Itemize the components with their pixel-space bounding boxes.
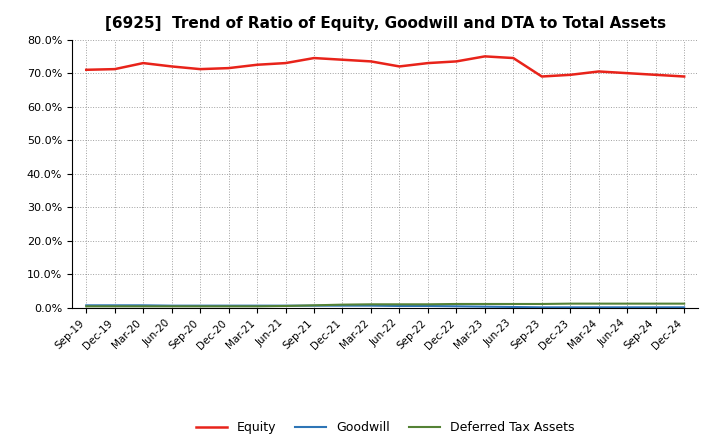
Goodwill: [139, 303, 148, 308]
Title: [6925]  Trend of Ratio of Equity, Goodwill and DTA to Total Assets: [6925] Trend of Ratio of Equity, Goodwil…: [104, 16, 666, 32]
Equity: [82, 67, 91, 73]
Goodwill: [509, 304, 518, 310]
Deferred Tax Assets: [395, 302, 404, 307]
Deferred Tax Assets: [253, 304, 261, 309]
Deferred Tax Assets: [595, 301, 603, 306]
Goodwill: [338, 303, 347, 308]
Goodwill: [395, 303, 404, 308]
Equity: [623, 70, 631, 76]
Deferred Tax Assets: [282, 303, 290, 308]
Equity: [167, 64, 176, 69]
Goodwill: [537, 304, 546, 310]
Equity: [395, 64, 404, 69]
Deferred Tax Assets: [196, 304, 204, 309]
Deferred Tax Assets: [139, 304, 148, 309]
Equity: [423, 60, 432, 66]
Legend: Equity, Goodwill, Deferred Tax Assets: Equity, Goodwill, Deferred Tax Assets: [191, 416, 580, 439]
Line: Deferred Tax Assets: Deferred Tax Assets: [86, 304, 684, 306]
Equity: [509, 55, 518, 61]
Goodwill: [225, 303, 233, 308]
Goodwill: [680, 304, 688, 310]
Equity: [480, 54, 489, 59]
Goodwill: [566, 304, 575, 310]
Equity: [196, 66, 204, 72]
Equity: [110, 66, 119, 72]
Deferred Tax Assets: [110, 304, 119, 309]
Deferred Tax Assets: [310, 303, 318, 308]
Deferred Tax Assets: [566, 301, 575, 306]
Deferred Tax Assets: [623, 301, 631, 306]
Deferred Tax Assets: [82, 304, 91, 309]
Deferred Tax Assets: [537, 301, 546, 307]
Goodwill: [623, 304, 631, 310]
Deferred Tax Assets: [366, 302, 375, 307]
Equity: [680, 74, 688, 79]
Goodwill: [452, 304, 461, 309]
Equity: [139, 60, 148, 66]
Goodwill: [167, 303, 176, 308]
Equity: [253, 62, 261, 67]
Equity: [452, 59, 461, 64]
Deferred Tax Assets: [509, 301, 518, 307]
Equity: [366, 59, 375, 64]
Line: Equity: Equity: [86, 56, 684, 77]
Equity: [652, 72, 660, 77]
Equity: [310, 55, 318, 61]
Equity: [225, 66, 233, 71]
Equity: [537, 74, 546, 79]
Goodwill: [282, 303, 290, 308]
Goodwill: [196, 303, 204, 308]
Equity: [566, 72, 575, 77]
Deferred Tax Assets: [652, 301, 660, 306]
Goodwill: [423, 303, 432, 308]
Deferred Tax Assets: [452, 301, 461, 307]
Deferred Tax Assets: [423, 302, 432, 307]
Deferred Tax Assets: [167, 304, 176, 309]
Goodwill: [480, 304, 489, 309]
Deferred Tax Assets: [680, 301, 688, 306]
Goodwill: [253, 303, 261, 308]
Deferred Tax Assets: [225, 304, 233, 309]
Goodwill: [595, 304, 603, 310]
Deferred Tax Assets: [338, 302, 347, 307]
Goodwill: [652, 304, 660, 310]
Line: Goodwill: Goodwill: [86, 305, 684, 307]
Goodwill: [310, 303, 318, 308]
Equity: [595, 69, 603, 74]
Equity: [282, 60, 290, 66]
Deferred Tax Assets: [480, 301, 489, 307]
Goodwill: [82, 303, 91, 308]
Goodwill: [110, 303, 119, 308]
Goodwill: [366, 303, 375, 308]
Equity: [338, 57, 347, 62]
